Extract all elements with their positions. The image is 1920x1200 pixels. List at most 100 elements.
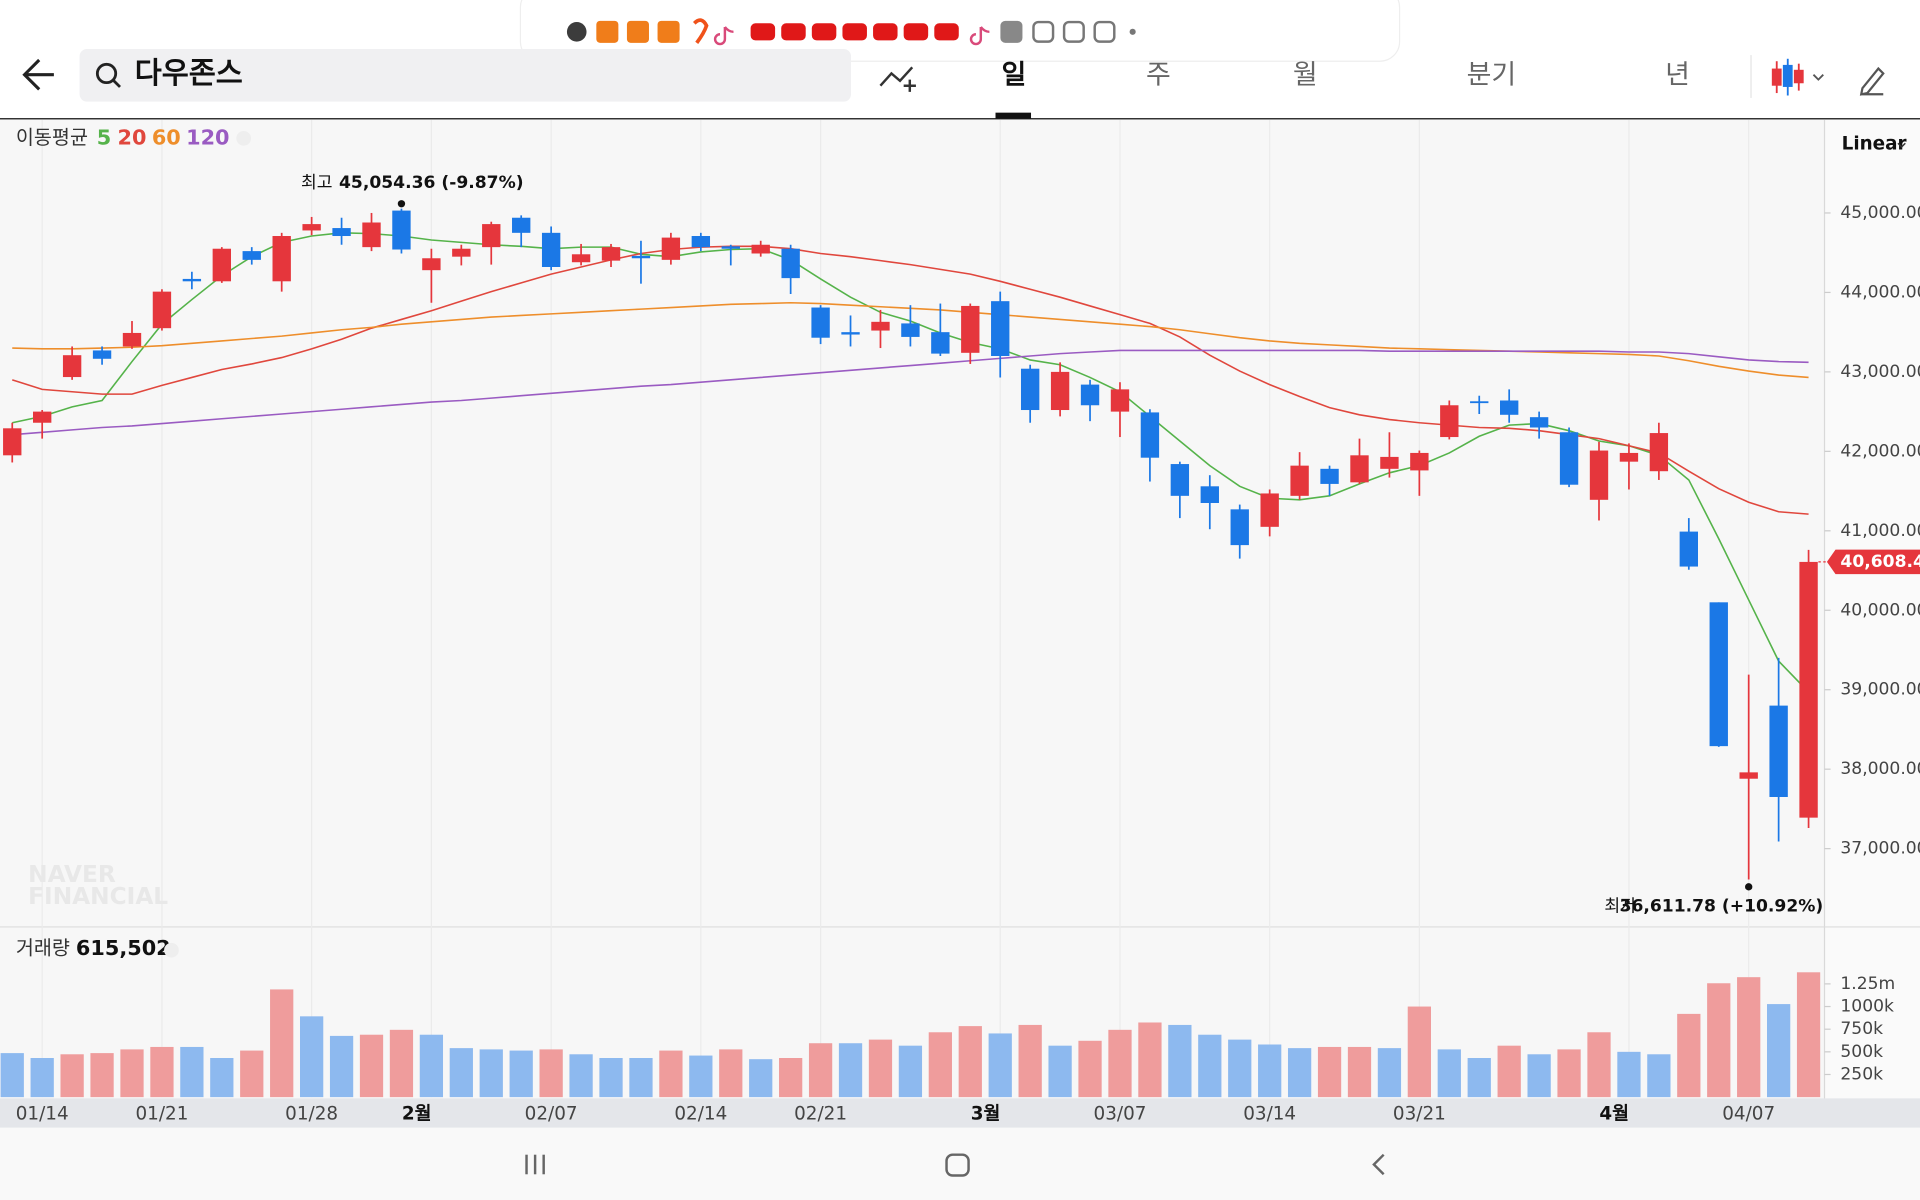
candle-body <box>302 224 321 231</box>
candle-body <box>1080 384 1100 406</box>
candle-body <box>751 244 770 254</box>
volume-bar <box>1677 1013 1701 1098</box>
candle-body <box>1589 450 1609 500</box>
legend-close[interactable] <box>236 131 252 146</box>
candle-body <box>122 332 142 347</box>
nav-home[interactable] <box>945 1153 970 1177</box>
max-marker <box>397 200 406 208</box>
volume-bar <box>808 1043 833 1098</box>
candle-body <box>691 236 711 248</box>
candle-body <box>1529 417 1549 428</box>
candle-body <box>1679 531 1698 567</box>
volume-bars <box>0 972 1821 1098</box>
candle-body <box>1500 400 1519 415</box>
candle-body <box>1260 493 1279 527</box>
candle-body <box>1320 468 1339 484</box>
volume-bar <box>1377 1048 1402 1098</box>
candle-body <box>1350 455 1369 483</box>
x-tick-label: 4월 <box>1599 1103 1629 1124</box>
volume-title: 거래량 <box>16 936 70 959</box>
x-tick-label: 02/07 <box>525 1103 578 1124</box>
last-price-label: 40,608.45 <box>1840 552 1920 572</box>
max-label: 최고 <box>301 173 333 193</box>
candle-body <box>961 305 980 353</box>
back-button[interactable] <box>22 58 54 91</box>
volume-bar <box>120 1049 144 1098</box>
volume-bar <box>180 1046 204 1098</box>
volume-tick-label: 500k <box>1840 1042 1883 1062</box>
volume-bar <box>838 1043 863 1098</box>
max-value-label: 45,054.36 (-9.87%) <box>339 173 524 193</box>
min-marker <box>1745 883 1753 891</box>
volume-tick-label: 750k <box>1840 1019 1883 1039</box>
volume-bar <box>329 1035 354 1098</box>
volume-bar <box>210 1058 234 1098</box>
y-tick-label: 40,000.00 <box>1840 600 1920 620</box>
period-tab[interactable]: 일 <box>1001 59 1026 90</box>
nav-back[interactable] <box>1372 1153 1385 1176</box>
draw-button[interactable] <box>1859 66 1885 96</box>
candle-body <box>541 232 561 267</box>
x-tick-label: 04/07 <box>1722 1103 1775 1124</box>
moving-average-line <box>12 245 1809 515</box>
active-tab-indicator <box>995 112 1032 119</box>
candle-body <box>1769 705 1788 797</box>
volume-bar <box>0 1053 24 1098</box>
volume-bar <box>300 1016 324 1098</box>
candle-body <box>661 237 681 260</box>
candle-body <box>1559 432 1579 485</box>
period-tab[interactable]: 월 <box>1293 59 1318 90</box>
candle-body <box>422 258 441 271</box>
watermark: FINANCIAL <box>28 883 168 910</box>
legend-entry: 60 <box>152 125 181 149</box>
candle-body <box>1020 368 1040 411</box>
candle-body <box>242 251 261 260</box>
volume-bar <box>1138 1022 1162 1098</box>
volume-bar <box>60 1054 84 1098</box>
volume-bar <box>569 1054 593 1098</box>
y-tick-label: 42,000.00 <box>1840 441 1920 461</box>
y-tick-label: 43,000.00 <box>1840 362 1920 382</box>
volume-bar <box>958 1026 982 1098</box>
nav-recent[interactable] <box>525 1154 545 1175</box>
moving-average-line <box>12 349 1809 436</box>
volume-bar <box>1078 1040 1102 1098</box>
period-tab[interactable]: 주 <box>1146 59 1171 90</box>
last-price-tag <box>1826 549 1920 575</box>
volume-close[interactable] <box>164 942 179 958</box>
y-tick-label: 45,000.00 <box>1840 203 1920 223</box>
period-tab[interactable]: 분기 <box>1467 59 1517 90</box>
volume-bar <box>1198 1034 1222 1098</box>
x-tick-label: 02/21 <box>794 1103 847 1124</box>
candle-body <box>392 210 411 250</box>
y-tick-label: 41,000.00 <box>1840 521 1920 541</box>
candles <box>3 208 1818 880</box>
y-tick-label: 37,000.00 <box>1840 839 1920 859</box>
period-tab[interactable]: 년 <box>1665 59 1690 90</box>
x-tick-label: 2월 <box>402 1103 432 1124</box>
scale-mode[interactable]: Linear <box>1842 133 1907 154</box>
volume-bar <box>1647 1054 1671 1098</box>
x-tick-label: 01/21 <box>135 1103 188 1124</box>
candle-body <box>571 254 591 263</box>
legend-entry: 120 <box>186 125 229 149</box>
search-box[interactable] <box>79 48 852 102</box>
volume-bar <box>1557 1049 1581 1098</box>
volume-bar <box>1587 1032 1611 1098</box>
candle-body <box>33 411 52 423</box>
volume-bar <box>270 989 294 1098</box>
volume-bar <box>1168 1024 1192 1098</box>
min-value-label: 36,611.78 (+10.92%) <box>1620 896 1824 916</box>
volume-bar <box>1617 1051 1641 1098</box>
volume-bar <box>1108 1029 1132 1098</box>
period-tabs: 일 주 월 분기 년 <box>995 59 1690 119</box>
candle-body <box>182 278 202 282</box>
watermark: NAVER <box>28 861 116 888</box>
x-tick-label: 03/14 <box>1243 1103 1296 1124</box>
volume-bar <box>1317 1046 1342 1098</box>
candle-body <box>62 355 82 378</box>
indicator-button[interactable] <box>879 66 916 92</box>
legend-entry: 20 <box>118 125 147 149</box>
chart-type-button[interactable] <box>1771 58 1824 96</box>
